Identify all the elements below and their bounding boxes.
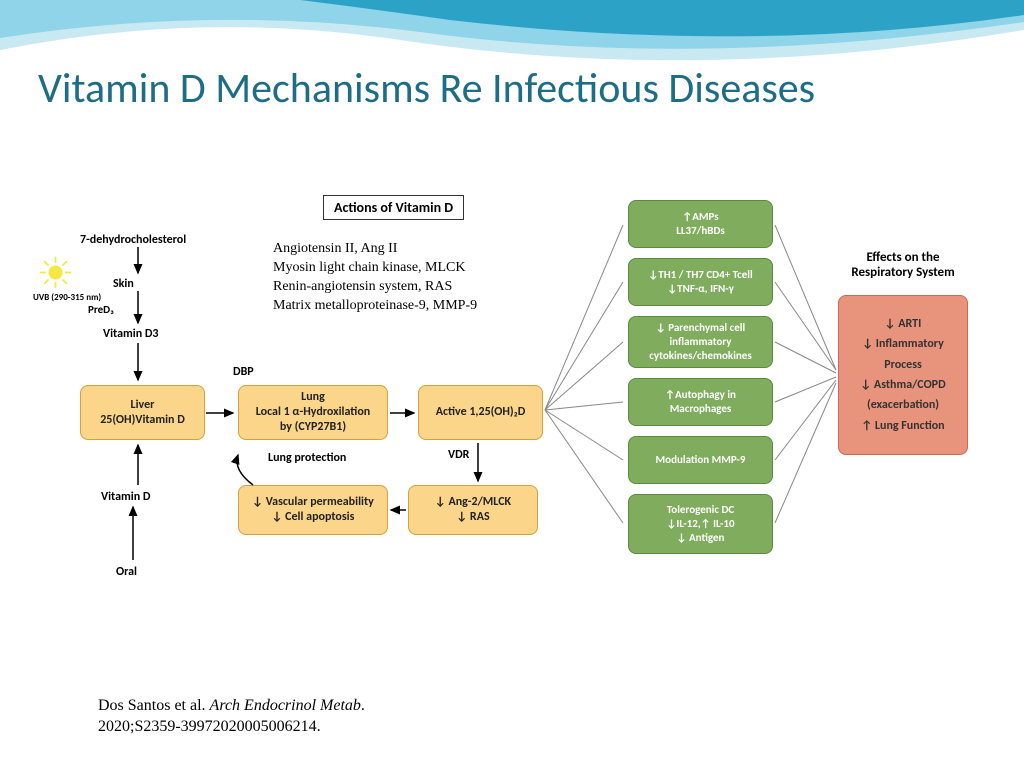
slide-title: Vitamin D Mechanisms Re Infectious Disea… — [38, 65, 815, 113]
citation-journal: Arch Endocrinol Metab — [210, 697, 361, 714]
flow-arrows — [38, 195, 998, 665]
diagram: Actions of Vitamin D 7-dehydrocholestero… — [38, 195, 998, 665]
citation-author: Dos Santos et al. — [98, 697, 210, 714]
citation: Dos Santos et al. Arch Endocrinol Metab.… — [98, 696, 365, 738]
